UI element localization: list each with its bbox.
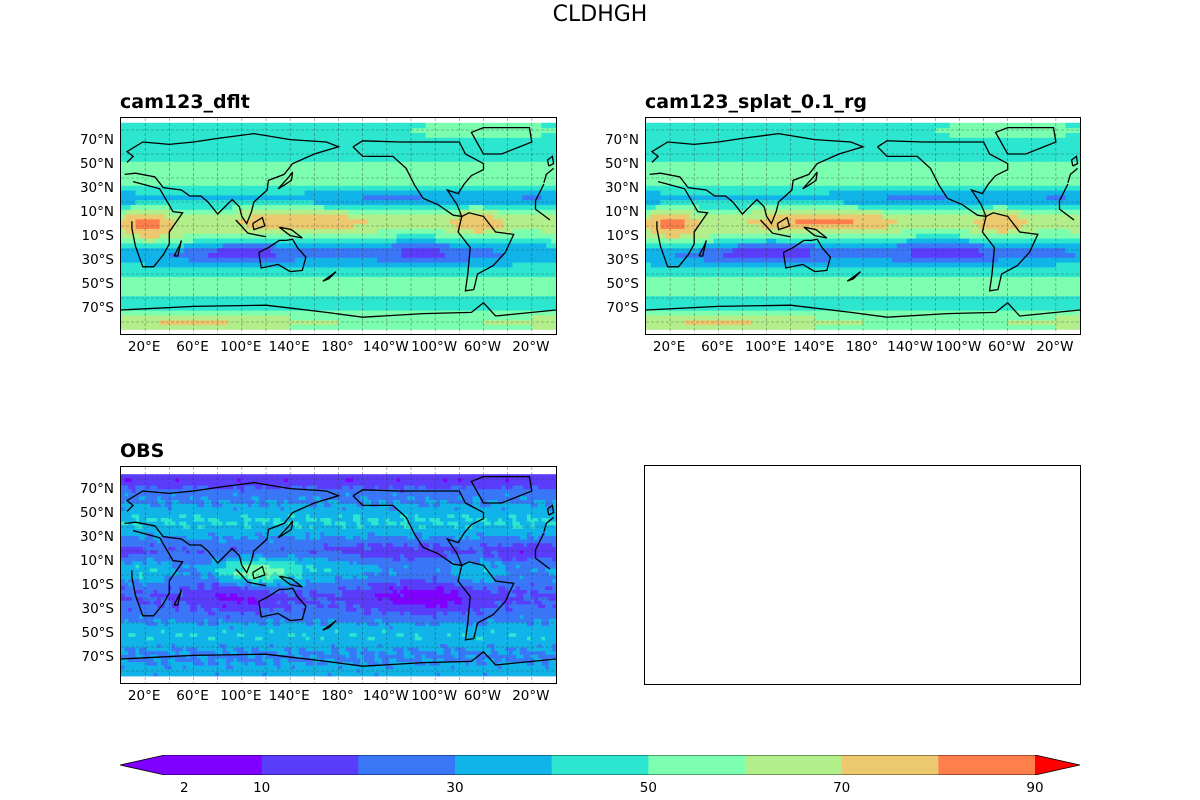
colorbar-over-extend — [1035, 755, 1080, 775]
lon-tick-label: 20°W — [512, 339, 550, 355]
lon-tick-label: 20°E — [127, 688, 161, 704]
lat-tick-label: 10°N — [79, 553, 114, 569]
colorbar-tick-label: 10 — [253, 780, 271, 796]
lon-tick-label: 100°W — [411, 688, 458, 704]
lon-tick-label: 100°E — [220, 688, 262, 704]
coastlines — [121, 126, 556, 318]
colorbar-segment — [938, 755, 1036, 775]
colorbar-segment — [358, 755, 456, 775]
colorbar-tick-label: 50 — [639, 780, 657, 796]
lon-tick-label: 60°W — [463, 688, 502, 704]
lon-tick-label: 60°E — [176, 339, 209, 355]
colorbar — [120, 755, 1080, 775]
lon-tick-label: 100°E — [220, 339, 262, 355]
lat-tick-label: 30°S — [81, 252, 115, 268]
lat-tick-label: 70°S — [81, 300, 115, 316]
lat-tick-label: 70°S — [81, 649, 115, 665]
lat-tick-label: 30°S — [606, 252, 640, 268]
lon-tick-label: 180° — [321, 688, 354, 704]
lon-tick-label: 140°W — [362, 688, 409, 704]
colorbar-tick-label: 90 — [1026, 780, 1044, 796]
lat-tick-label: 70°N — [79, 132, 114, 148]
contour-field — [121, 122, 556, 330]
lon-tick-label: 140°E — [268, 688, 310, 704]
lon-tick-label: 20°W — [1036, 339, 1074, 355]
map-cam123-splat — [645, 117, 1081, 335]
colorbar-segment — [841, 755, 939, 775]
lat-tick-label: 10°S — [81, 228, 115, 244]
colorbar-tick-label: 2 — [180, 780, 189, 796]
colorbar-tick-label: 30 — [446, 780, 464, 796]
lon-tick-label: 60°W — [463, 339, 502, 355]
colorbar-under-extend — [120, 755, 165, 775]
figure-title: CLDHGH — [552, 2, 648, 27]
lat-tick-label: 70°S — [606, 300, 640, 316]
lat-tick-label: 50°N — [604, 156, 639, 172]
lon-tick-label: 140°W — [362, 339, 409, 355]
lon-tick-label: 100°W — [411, 339, 458, 355]
colorbar-segment — [455, 755, 553, 775]
lat-tick-label: 50°S — [81, 276, 115, 292]
lat-tick-label: 50°N — [79, 156, 114, 172]
lat-tick-label: 10°S — [81, 577, 115, 593]
map-cam123-dflt — [120, 117, 557, 335]
lon-tick-label: 100°E — [745, 339, 787, 355]
lon-tick-label: 60°W — [988, 339, 1026, 355]
lon-tick-label: 20°E — [652, 339, 686, 355]
colorbar-segment — [551, 755, 649, 775]
lat-tick-label: 50°S — [81, 625, 115, 641]
lat-tick-label: 30°N — [79, 180, 114, 196]
lon-tick-label: 60°E — [176, 688, 209, 704]
lon-tick-label: 20°W — [512, 688, 550, 704]
lon-tick-label: 100°W — [935, 339, 982, 355]
lon-tick-label: 140°E — [268, 339, 310, 355]
colorbar-segment — [261, 755, 359, 775]
panel-title-cam123-dflt: cam123_dflt — [120, 91, 250, 113]
lat-tick-label: 30°N — [79, 529, 114, 545]
panel-title-obs: OBS — [120, 440, 165, 462]
contour-field — [646, 122, 1080, 330]
empty-panel — [644, 465, 1081, 685]
map-svg — [646, 118, 1080, 334]
lat-tick-label: 10°N — [604, 204, 639, 220]
colorbar-tick-label: 70 — [833, 780, 851, 796]
lon-tick-label: 140°E — [793, 339, 835, 355]
lon-tick-label: 180° — [321, 339, 354, 355]
contour-field — [121, 474, 556, 677]
map-obs — [120, 466, 557, 684]
lon-tick-label: 180° — [845, 339, 879, 355]
colorbar-segment — [165, 755, 263, 775]
panel-title-cam123-splat: cam123_splat_0.1_rg — [645, 91, 867, 113]
lat-tick-label: 70°N — [79, 481, 114, 497]
lat-tick-label: 50°N — [79, 505, 114, 521]
lon-tick-label: 60°E — [701, 339, 734, 355]
lat-tick-label: 10°S — [606, 228, 640, 244]
lat-tick-label: 70°N — [604, 132, 639, 148]
coastlines — [121, 475, 556, 667]
lon-tick-label: 140°W — [887, 339, 934, 355]
lat-tick-label: 10°N — [79, 204, 114, 220]
coastlines — [646, 126, 1080, 318]
map-svg — [121, 467, 556, 683]
lat-tick-label: 50°S — [606, 276, 640, 292]
colorbar-segment — [648, 755, 746, 775]
lon-tick-label: 20°E — [127, 339, 161, 355]
map-svg — [121, 118, 556, 334]
lat-tick-label: 30°S — [81, 601, 115, 617]
lat-tick-label: 30°N — [604, 180, 639, 196]
colorbar-segment — [745, 755, 843, 775]
